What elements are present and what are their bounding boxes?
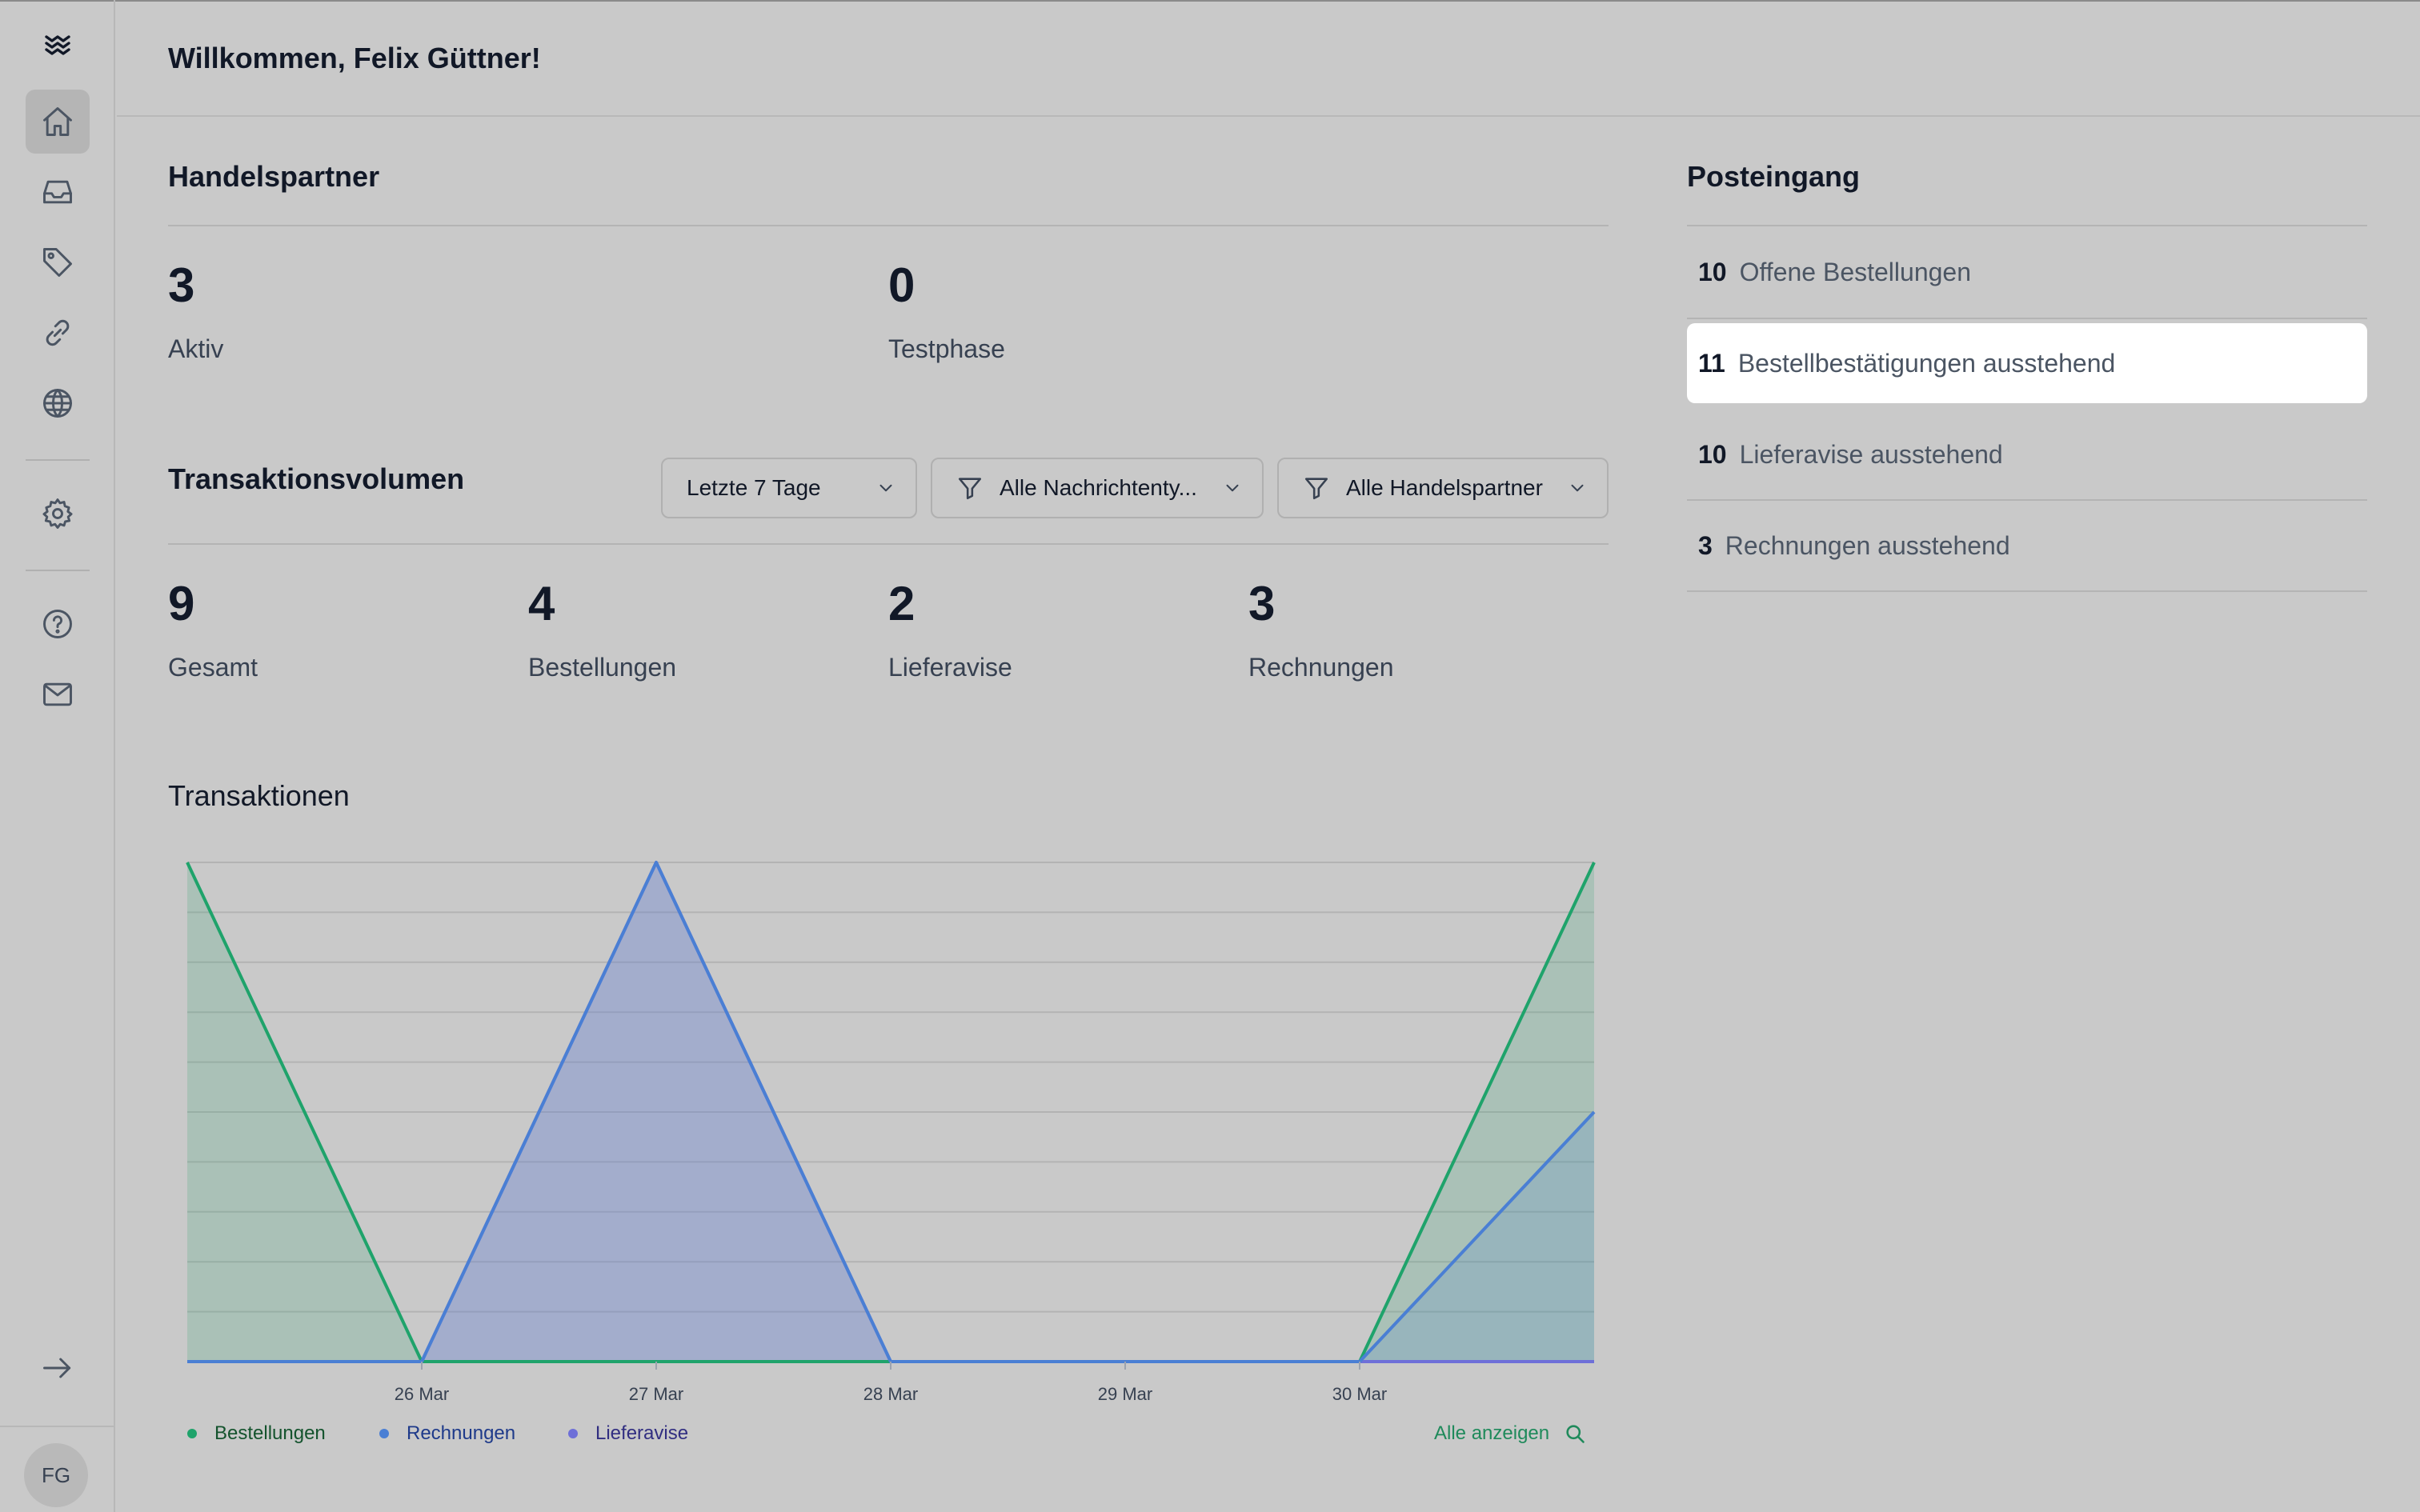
x-tick-label: 29 Mar bbox=[1098, 1384, 1152, 1404]
stat-lieferavise-value: 2 bbox=[888, 577, 916, 630]
user-section: FG bbox=[0, 1426, 115, 1512]
series-area-rechnungen bbox=[187, 862, 1594, 1362]
show-all-link[interactable]: Alle anzeigen bbox=[1434, 1422, 1586, 1445]
gear-icon bbox=[42, 498, 73, 529]
globe-icon bbox=[43, 389, 72, 418]
tag-icon bbox=[43, 248, 72, 277]
legend-dot bbox=[568, 1429, 578, 1438]
handelspartner-title: Handelspartner bbox=[168, 160, 380, 193]
stat-rechnungen-value: 3 bbox=[1248, 577, 1276, 630]
sidebar-item-home[interactable] bbox=[26, 90, 90, 154]
sidebar-divider bbox=[26, 459, 90, 461]
inbox-item-count: 11 bbox=[1698, 348, 1725, 378]
inbox-item-label: Lieferavise ausstehend bbox=[1739, 439, 2003, 469]
inbox-item-offene-bestellungen[interactable]: 10 Offene Bestellungen bbox=[1687, 227, 2367, 317]
filter-icon bbox=[956, 474, 984, 502]
sidebar-item-globe[interactable] bbox=[26, 371, 90, 435]
inbox-item-label: Offene Bestellungen bbox=[1739, 257, 1971, 286]
message-type-dropdown[interactable]: Alle Nachrichtenty... bbox=[931, 458, 1264, 518]
stat-lieferavise-label: Lieferavise bbox=[888, 653, 1012, 682]
inbox-item-count: 3 bbox=[1698, 530, 1713, 560]
divider bbox=[168, 543, 1609, 545]
link-icon bbox=[46, 319, 70, 346]
chevron-down-icon bbox=[1567, 478, 1588, 498]
message-type-dropdown-value: Alle Nachrichtenty... bbox=[1000, 475, 1197, 500]
transaktionen-title: Transaktionen bbox=[168, 779, 350, 812]
page-title: Willkommen, Felix Güttner! bbox=[168, 42, 541, 74]
divider bbox=[1687, 225, 2367, 226]
partner-dropdown-value: Alle Handelspartner bbox=[1346, 475, 1543, 500]
filter-icon bbox=[1303, 474, 1330, 502]
stat-bestellungen-label: Bestellungen bbox=[528, 653, 677, 682]
inbox-item-bestellbestaetigungen[interactable]: 11 Bestellbestätigungen ausstehend bbox=[1687, 323, 2367, 403]
x-tick-label: 28 Mar bbox=[863, 1384, 918, 1404]
legend-dot bbox=[379, 1429, 389, 1438]
question-icon bbox=[43, 610, 72, 638]
sidebar-item-help[interactable] bbox=[26, 592, 90, 656]
inbox-item-count: 10 bbox=[1698, 439, 1727, 469]
divider bbox=[1687, 590, 2367, 592]
divider bbox=[168, 225, 1609, 226]
sidebar-divider bbox=[26, 570, 90, 571]
stat-gesamt-label: Gesamt bbox=[168, 653, 258, 682]
period-dropdown-value: Letzte 7 Tage bbox=[687, 475, 821, 500]
partner-dropdown[interactable]: Alle Handelspartner bbox=[1277, 458, 1609, 518]
avatar[interactable]: FG bbox=[24, 1443, 88, 1507]
stat-rechnungen-label: Rechnungen bbox=[1248, 653, 1394, 682]
divider bbox=[1687, 318, 2367, 319]
x-tick-label: 26 Mar bbox=[395, 1384, 449, 1404]
arrow-right-icon bbox=[43, 1358, 71, 1378]
inbox-item-rechnungen[interactable]: 3 Rechnungen ausstehend bbox=[1687, 501, 2367, 590]
series-area-bestellungen bbox=[187, 862, 1594, 1362]
sidebar-item-settings[interactable] bbox=[26, 482, 90, 546]
sidebar-item-links[interactable] bbox=[26, 301, 90, 365]
collapse-sidebar-button[interactable] bbox=[26, 1336, 90, 1400]
logo-icon[interactable] bbox=[42, 29, 74, 61]
top-border bbox=[0, 0, 2420, 2]
stat-testphase-value: 0 bbox=[888, 258, 916, 312]
legend-dot bbox=[187, 1429, 197, 1438]
stat-gesamt-value: 9 bbox=[168, 577, 195, 630]
sidebar-item-mail[interactable] bbox=[26, 662, 90, 726]
show-all-label: Alle anzeigen bbox=[1434, 1422, 1550, 1444]
period-dropdown[interactable]: Letzte 7 Tage bbox=[661, 458, 917, 518]
transaktionsvolumen-title: Transaktionsvolumen bbox=[168, 462, 465, 495]
x-tick-label: 27 Mar bbox=[629, 1384, 683, 1404]
series-area-lieferavise bbox=[187, 862, 1594, 1362]
transaktionen-chart: 26 Mar 27 Mar 28 Mar 29 Mar 30 Mar bbox=[186, 861, 1596, 1404]
legend-label: Lieferavise bbox=[595, 1422, 689, 1444]
divider bbox=[1687, 499, 2367, 501]
mail-icon bbox=[43, 682, 72, 706]
stat-bestellungen-value: 4 bbox=[528, 577, 555, 630]
inbox-item-lieferavise[interactable]: 10 Lieferavise ausstehend bbox=[1687, 410, 2367, 499]
sidebar-item-tags[interactable] bbox=[26, 230, 90, 294]
legend-bestellungen[interactable]: Bestellungen bbox=[187, 1422, 326, 1445]
stat-testphase-label: Testphase bbox=[888, 334, 1005, 363]
inbox-item-count: 10 bbox=[1698, 257, 1727, 286]
x-tick-label: 30 Mar bbox=[1332, 1384, 1387, 1404]
legend-rechnungen[interactable]: Rechnungen bbox=[379, 1422, 515, 1445]
sidebar-item-inbox[interactable] bbox=[26, 160, 90, 224]
search-icon bbox=[1566, 1425, 1585, 1443]
chevron-down-icon bbox=[875, 478, 896, 498]
inbox-item-label: Rechnungen ausstehend bbox=[1725, 530, 2010, 560]
stat-aktiv-label: Aktiv bbox=[168, 334, 224, 363]
legend-lieferavise[interactable]: Lieferavise bbox=[568, 1422, 688, 1445]
sidebar: FG bbox=[0, 0, 115, 1512]
legend-label: Bestellungen bbox=[214, 1422, 326, 1444]
page-header: Willkommen, Felix Güttner! bbox=[117, 2, 2420, 117]
posteingang-title: Posteingang bbox=[1687, 160, 1861, 193]
stat-aktiv-value: 3 bbox=[168, 258, 195, 312]
legend-label: Rechnungen bbox=[407, 1422, 516, 1444]
home-icon bbox=[43, 107, 72, 136]
inbox-tray-icon bbox=[43, 180, 72, 204]
inbox-item-label: Bestellbestätigungen ausstehend bbox=[1737, 348, 2116, 378]
chevron-down-icon bbox=[1222, 478, 1243, 498]
